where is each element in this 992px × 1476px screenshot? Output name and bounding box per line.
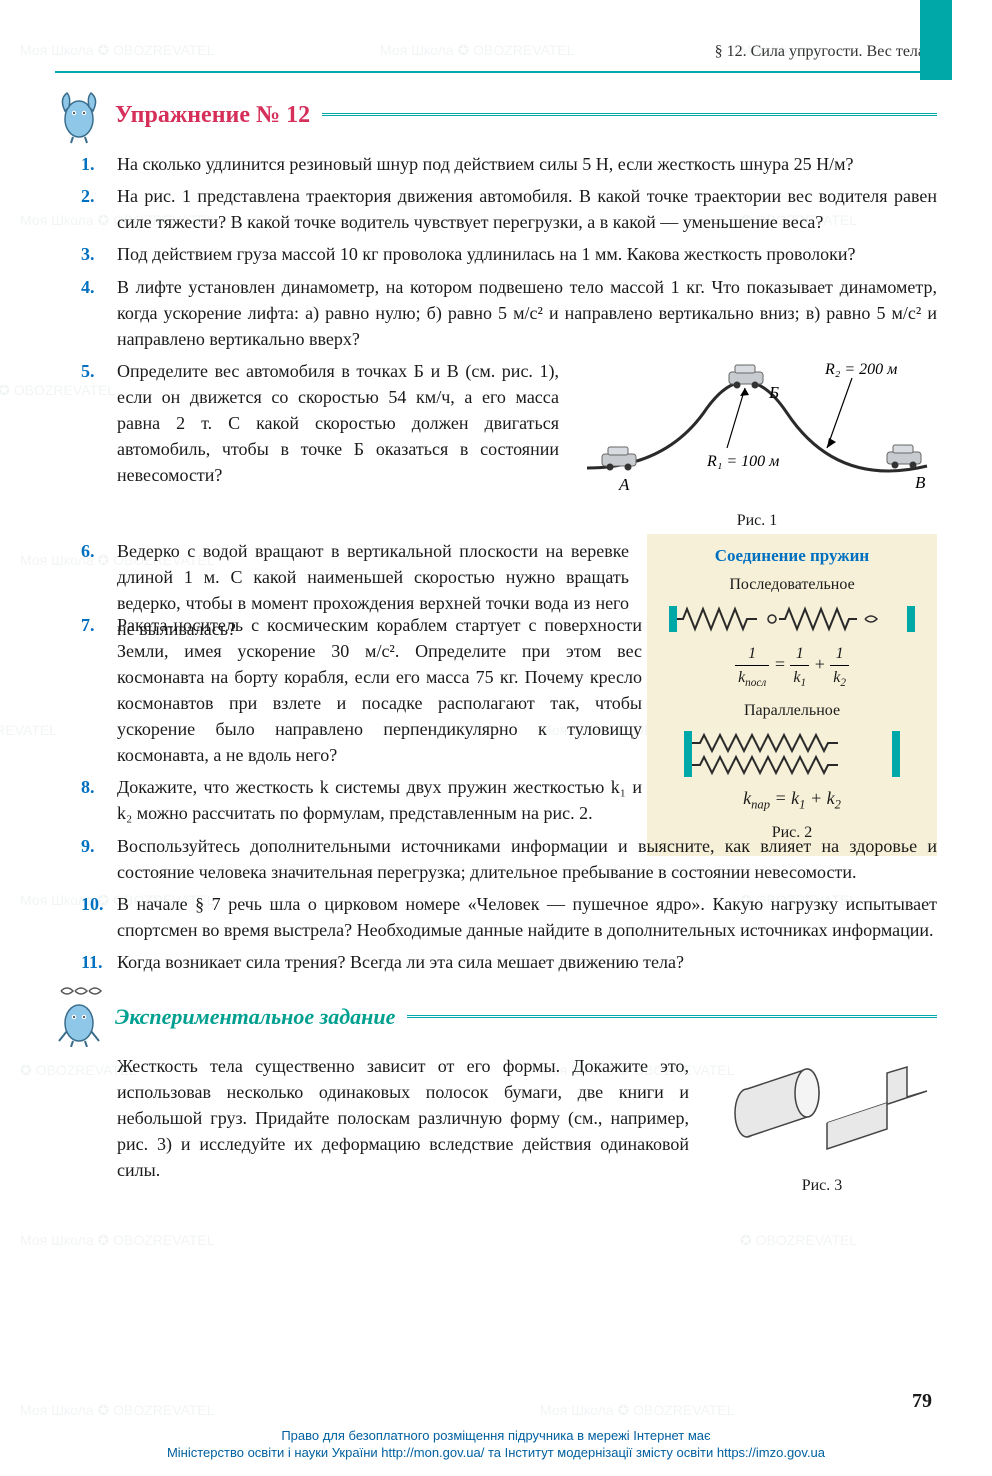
figure-1-caption: Рис. 1 xyxy=(577,509,937,532)
spring-series-icon xyxy=(667,602,917,636)
title-rule xyxy=(322,113,937,117)
spring-parallel-icon xyxy=(682,729,902,779)
mascot-spring-icon xyxy=(55,987,103,1047)
experiment-title: Экспериментальное задание xyxy=(115,1001,395,1033)
problem-item: Ракета-носитель с космическим кораблем с… xyxy=(117,612,642,769)
problem-list: На сколько удлинится резиновый шнур под … xyxy=(55,151,937,975)
problem-item: В лифте установлен динамометр, на которо… xyxy=(117,274,937,352)
fig2-series-label: Последовательное xyxy=(659,573,925,596)
problem-item: Докажите, что жесткость k системы двух п… xyxy=(117,774,642,826)
header-rule xyxy=(55,71,937,73)
problem-item: На рис. 1 представлена траектория движен… xyxy=(117,183,937,235)
svg-text:В: В xyxy=(915,473,926,492)
svg-text:R₂ = 200 м: R₂ = 200 м xyxy=(824,361,897,378)
fig2-formula-parallel: kпар = k1 + k2 xyxy=(659,785,925,811)
problem-item: Определите вес автомобиля в точках Б и В… xyxy=(117,358,937,532)
figure-2-box: Соединение пружин Последовательное 1kпос… xyxy=(647,534,937,856)
page-number: 79 xyxy=(912,1387,932,1416)
fig2-title: Соединение пружин xyxy=(659,544,925,569)
fig2-parallel-label: Параллельное xyxy=(659,699,925,722)
footer-note: Право для безоплатного розміщення підруч… xyxy=(0,1428,992,1462)
mascot-strong-icon xyxy=(55,85,103,145)
exercise-title: Упражнение № 12 xyxy=(115,98,310,133)
title-rule xyxy=(407,1015,937,1019)
svg-text:R₁ = 100 м: R₁ = 100 м xyxy=(706,453,779,470)
page-tab-marker xyxy=(920,0,952,80)
problem-item: Воспользуйтесь дополнительными источника… xyxy=(117,833,937,885)
figure-3: Рис. 3 xyxy=(707,1053,937,1197)
figure-3-caption: Рис. 3 xyxy=(707,1174,937,1197)
exercise-title-row: Упражнение № 12 xyxy=(55,85,937,145)
svg-text:Б: Б xyxy=(768,383,779,402)
experiment-body: Жесткость тела существенно зависит от ег… xyxy=(55,1053,937,1197)
svg-text:А: А xyxy=(618,475,630,494)
problem-item: В начале § 7 речь шла о цирковом номере … xyxy=(117,891,937,943)
problem-item: На сколько удлинится резиновый шнур под … xyxy=(117,151,937,177)
experiment-title-row: Экспериментальное задание xyxy=(55,987,937,1047)
fig2-formula-series: 1kпосл = 1k1 + 1k2 xyxy=(659,642,925,689)
section-reference: § 12. Сила упругости. Вес тела xyxy=(715,40,925,63)
running-header: § 12. Сила упругости. Вес тела xyxy=(55,40,937,63)
figure-1: А Б В R₁ = 100 м R₂ = 200 м Рис. 1 xyxy=(577,358,937,532)
problem-item: Под действием груза массой 10 кг проволо… xyxy=(117,241,937,267)
problem-item: Когда возникает сила трения? Всегда ли э… xyxy=(117,949,937,975)
